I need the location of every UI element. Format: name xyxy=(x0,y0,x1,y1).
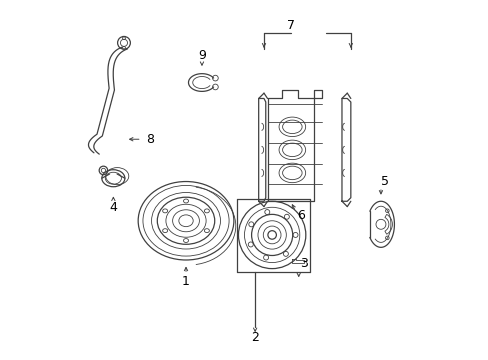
Text: 2: 2 xyxy=(251,331,259,344)
Text: 7: 7 xyxy=(286,19,294,32)
Text: 8: 8 xyxy=(146,133,154,146)
Text: 9: 9 xyxy=(198,49,205,62)
Text: 4: 4 xyxy=(109,201,117,214)
Wedge shape xyxy=(384,215,391,234)
Text: 6: 6 xyxy=(297,209,305,222)
Text: 5: 5 xyxy=(380,175,387,188)
Text: 3: 3 xyxy=(300,257,307,270)
Text: 1: 1 xyxy=(182,275,189,288)
